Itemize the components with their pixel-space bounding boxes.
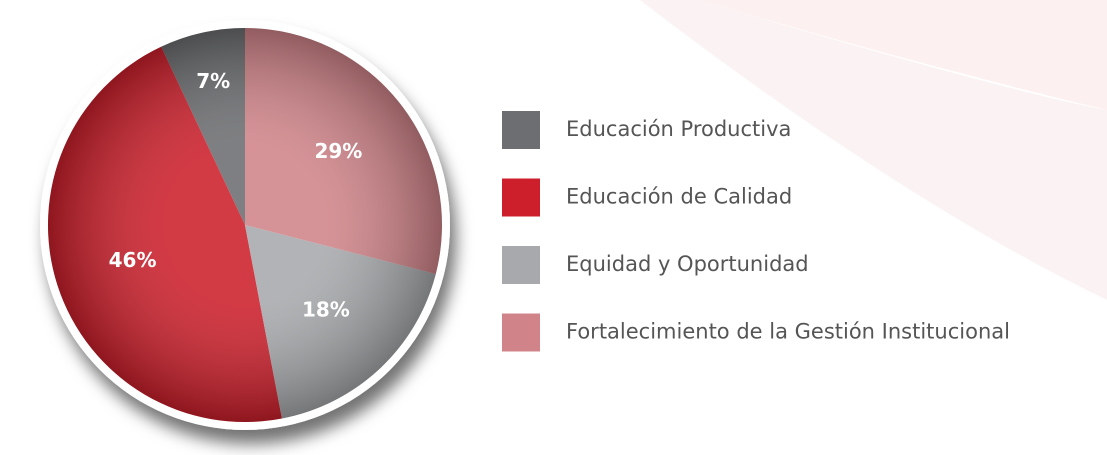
legend-label: Fortalecimiento de la Gestión Institucio…	[566, 320, 1010, 344]
value-label: 46%	[109, 248, 157, 272]
value-label: 18%	[302, 298, 350, 322]
background-shape	[700, 0, 1107, 110]
legend-swatch	[502, 313, 540, 352]
legend-label: Equidad y Oportunidad	[566, 252, 809, 276]
legend-swatch	[502, 111, 540, 149]
background-shape	[640, 0, 1107, 300]
legend-swatch	[502, 246, 540, 284]
legend-label: Educación de Calidad	[566, 185, 792, 209]
legend-swatch	[502, 178, 540, 217]
value-label: 29%	[314, 139, 362, 163]
legend-label: Educación Productiva	[566, 117, 791, 141]
value-label: 7%	[196, 69, 230, 93]
